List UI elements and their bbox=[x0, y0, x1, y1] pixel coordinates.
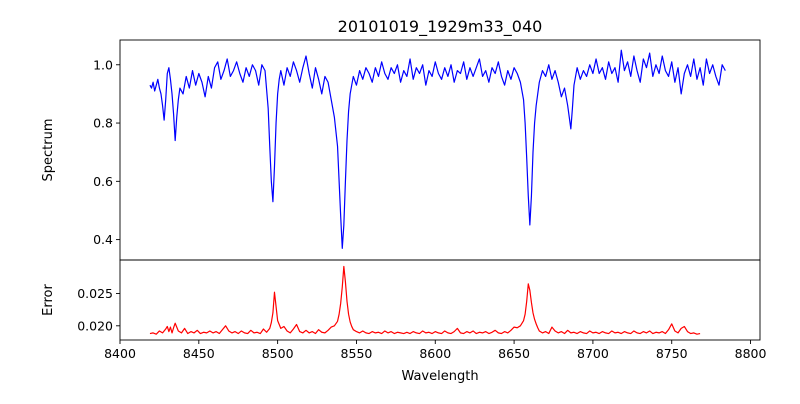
x-tick-label: 8600 bbox=[419, 346, 451, 361]
axes-frame bbox=[119, 39, 761, 261]
x-tick-label: 8400 bbox=[104, 346, 136, 361]
series-line-error bbox=[149, 265, 701, 335]
panels-group: 0.4 0.6 0.8 1.0 Spectrum 0.020 0.025 Error bbox=[41, 39, 761, 341]
x-axis-label: Wavelength bbox=[401, 369, 478, 384]
y-axis-label: Error bbox=[41, 284, 56, 316]
x-axis: 8400 8450 8500 8550 8600 8650 8700 8750 8800 bbox=[104, 340, 766, 361]
y-axis-label: Spectrum bbox=[41, 119, 56, 182]
series-line-spectrum bbox=[149, 49, 726, 249]
x-tick-label: 8800 bbox=[735, 346, 767, 361]
y-tick-label: 0.025 bbox=[77, 286, 113, 301]
x-tick-label: 8550 bbox=[341, 346, 373, 361]
axes-frame bbox=[119, 259, 761, 341]
x-tick-label: 8650 bbox=[498, 346, 530, 361]
y-tick-label: 1.0 bbox=[93, 57, 113, 72]
x-tick-label: 8750 bbox=[656, 346, 688, 361]
y-tick-label: 0.8 bbox=[93, 116, 113, 131]
x-tick-label: 8700 bbox=[577, 346, 609, 361]
chart-title: 20101019_1929m33_040 bbox=[338, 17, 543, 37]
x-tick-label: 8450 bbox=[183, 346, 215, 361]
y-tick-label: 0.020 bbox=[77, 318, 113, 333]
x-tick-label: 8500 bbox=[262, 346, 294, 361]
y-tick-label: 0.6 bbox=[93, 174, 113, 189]
y-tick-label: 0.4 bbox=[93, 232, 113, 247]
panel-spectrum: 0.4 0.6 0.8 1.0 Spectrum bbox=[41, 39, 761, 261]
panel-error: 0.020 0.025 Error bbox=[41, 259, 761, 341]
